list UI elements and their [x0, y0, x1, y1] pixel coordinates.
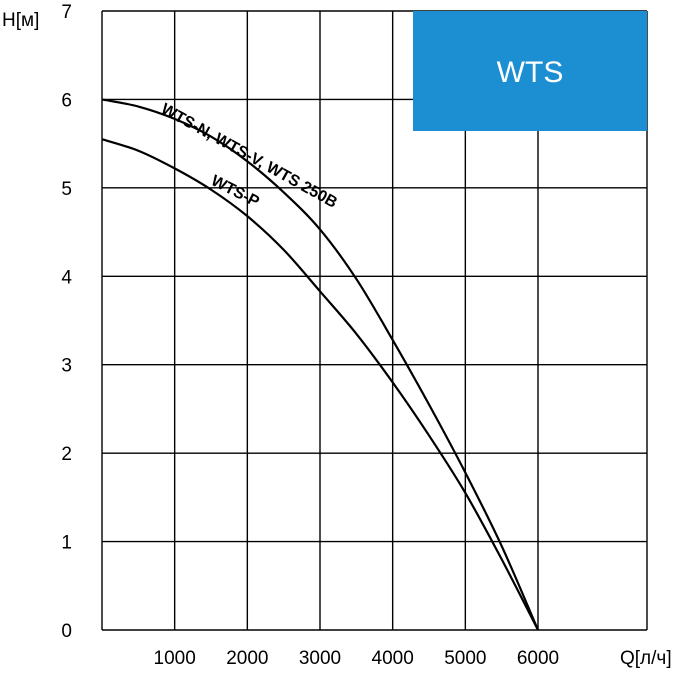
- x-tick-label: 6000: [517, 648, 559, 669]
- y-tick-label: 6: [61, 90, 72, 111]
- y-tick-label: 3: [61, 356, 72, 377]
- x-tick-label: 4000: [372, 648, 414, 669]
- x-axis-label: Q[л/ч]: [620, 648, 672, 669]
- y-tick-label: 5: [61, 179, 72, 200]
- y-tick-label: 0: [61, 621, 72, 642]
- wts-badge: [413, 11, 647, 131]
- y-tick-label: 7: [61, 2, 72, 23]
- y-tick-label: 4: [61, 267, 72, 288]
- x-tick-label: 1000: [154, 648, 196, 669]
- wts-badge-text: WTS: [497, 56, 564, 89]
- y-tick-label: 1: [61, 533, 72, 554]
- y-tick-label: 2: [61, 444, 72, 465]
- curve-wts-n-v-250b: [101, 98, 540, 631]
- x-tick-label: 2000: [226, 648, 268, 669]
- curve-wts-p: [101, 138, 539, 631]
- x-tick-label: 5000: [444, 648, 486, 669]
- x-tick-label: 3000: [299, 648, 341, 669]
- curves: [101, 98, 540, 631]
- grid: [101, 10, 648, 631]
- y-axis-label: H[м]: [2, 10, 39, 31]
